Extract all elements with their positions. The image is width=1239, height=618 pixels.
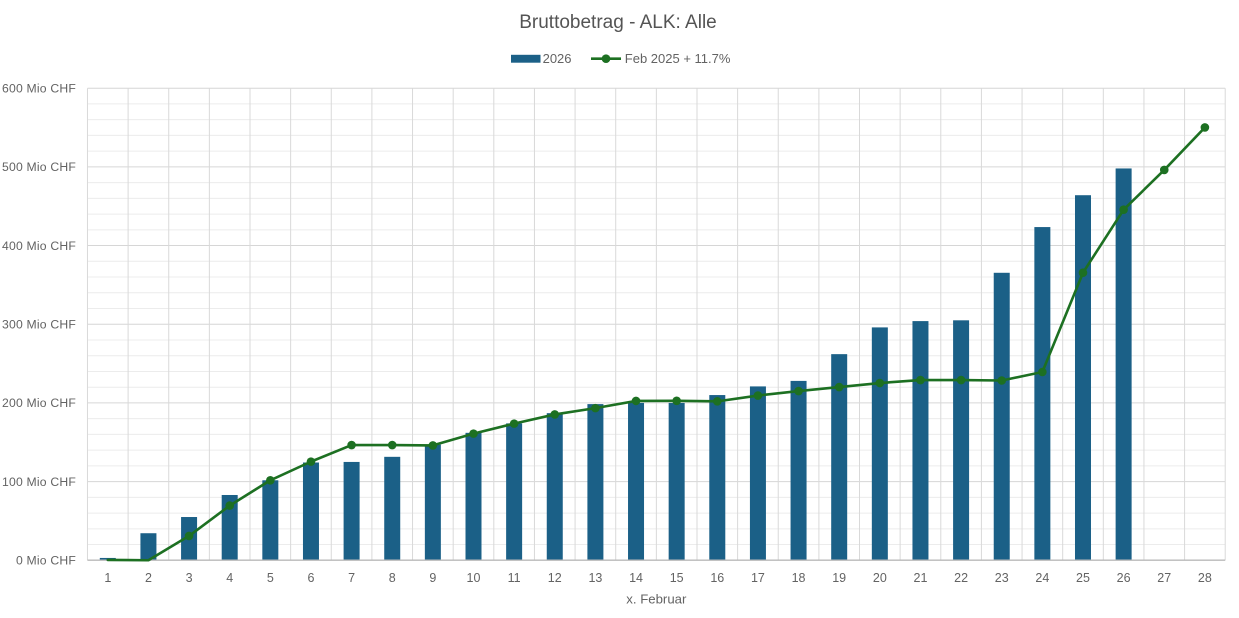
svg-text:Bruttobetrag - ALK: Alle: Bruttobetrag - ALK: Alle: [519, 12, 717, 33]
svg-text:10: 10: [467, 571, 481, 585]
svg-text:25: 25: [1076, 571, 1090, 585]
svg-text:19: 19: [832, 571, 846, 585]
svg-text:22: 22: [954, 571, 968, 585]
svg-text:20: 20: [873, 571, 887, 585]
svg-text:21: 21: [914, 571, 928, 585]
svg-text:4: 4: [226, 571, 233, 585]
svg-text:11: 11: [508, 571, 521, 585]
svg-text:18: 18: [792, 571, 806, 585]
svg-text:12: 12: [548, 571, 562, 585]
svg-text:16: 16: [710, 571, 724, 585]
svg-text:3: 3: [186, 571, 193, 585]
svg-text:400 Mio CHF: 400 Mio CHF: [2, 239, 76, 253]
svg-text:26: 26: [1117, 571, 1131, 585]
svg-text:8: 8: [389, 571, 396, 585]
svg-text:7: 7: [348, 571, 355, 585]
svg-text:0 Mio CHF: 0 Mio CHF: [16, 554, 76, 568]
svg-text:600 Mio CHF: 600 Mio CHF: [2, 82, 76, 96]
svg-text:6: 6: [307, 571, 314, 585]
svg-text:Feb 2025 + 11.7%: Feb 2025 + 11.7%: [625, 51, 731, 66]
svg-text:300 Mio CHF: 300 Mio CHF: [2, 318, 76, 332]
svg-text:14: 14: [629, 571, 643, 585]
svg-text:500 Mio CHF: 500 Mio CHF: [2, 160, 76, 174]
svg-text:27: 27: [1157, 571, 1171, 585]
svg-text:x. Februar: x. Februar: [626, 591, 687, 606]
svg-text:28: 28: [1198, 571, 1212, 585]
svg-text:17: 17: [751, 571, 765, 585]
svg-text:200 Mio CHF: 200 Mio CHF: [2, 396, 76, 410]
svg-text:23: 23: [995, 571, 1009, 585]
svg-text:2: 2: [145, 571, 152, 585]
svg-text:1: 1: [104, 571, 111, 585]
svg-text:2026: 2026: [543, 51, 572, 66]
svg-text:13: 13: [588, 571, 602, 585]
svg-text:24: 24: [1035, 571, 1049, 585]
svg-text:5: 5: [267, 571, 274, 585]
svg-text:9: 9: [429, 571, 436, 585]
svg-text:100 Mio CHF: 100 Mio CHF: [2, 475, 76, 489]
svg-text:15: 15: [670, 571, 684, 585]
